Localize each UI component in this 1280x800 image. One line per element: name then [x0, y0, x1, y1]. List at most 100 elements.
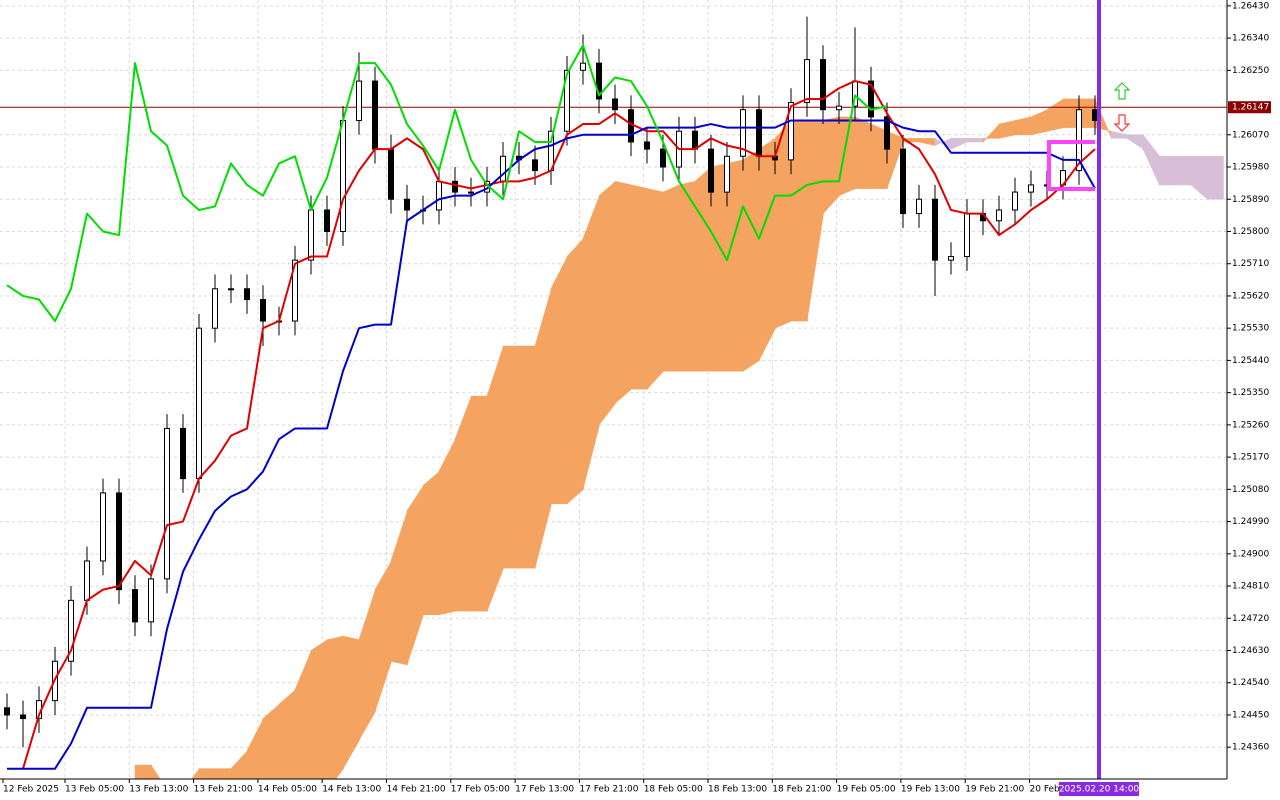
indicator-line — [6, 44, 888, 323]
x-tick-label: 14 Feb 21:00 — [387, 785, 446, 795]
candle-body — [788, 102, 794, 161]
candle-body — [532, 159, 538, 172]
y-tick-label: 1.25710 — [1232, 259, 1269, 269]
candle-body — [324, 209, 330, 232]
candle-body — [580, 62, 586, 71]
cloud-segment — [150, 764, 161, 779]
y-tick-label: 1.24900 — [1232, 549, 1269, 559]
cloud-segment — [694, 166, 712, 372]
cursor-time-box — [1059, 782, 1139, 796]
y-tick-label: 1.25890 — [1232, 195, 1269, 205]
candle-body — [660, 148, 666, 168]
candle-body — [4, 707, 10, 716]
cloud-segment — [742, 148, 760, 372]
candle-body — [244, 288, 250, 301]
candle-body — [260, 299, 266, 322]
x-tick-label: 13 Feb 21:00 — [194, 785, 253, 795]
cloud-segment — [422, 470, 440, 615]
x-tick-label: 14 Feb 13:00 — [322, 785, 381, 795]
candle-body — [388, 148, 394, 200]
cloud-segment — [390, 510, 408, 666]
cloud-segment — [566, 237, 584, 505]
x-tick-label: 13 Feb 13:00 — [129, 785, 188, 795]
cloud-segment — [966, 138, 984, 143]
y-tick-label: 1.25440 — [1232, 356, 1269, 366]
candle-body — [212, 288, 218, 329]
candle-body — [356, 80, 362, 121]
cloud-segment — [1174, 155, 1192, 186]
candle-body — [996, 209, 1002, 222]
cloud-segment — [550, 256, 568, 504]
candle-body — [1012, 191, 1018, 211]
y-tick-label: 1.25080 — [1232, 485, 1269, 495]
y-tick-label: 1.26070 — [1232, 130, 1269, 140]
candle-body — [164, 427, 170, 580]
candle-body — [20, 714, 26, 720]
cloud-segment — [294, 650, 312, 779]
cloud-segment — [214, 768, 232, 779]
cloud-segment — [1206, 155, 1224, 200]
x-tick-label: 13 Feb 05:00 — [65, 785, 124, 795]
cloud-segment — [470, 395, 488, 612]
candle-body — [228, 288, 234, 291]
cursor-time-label: 2025.02.20 14:00 — [1059, 785, 1140, 795]
cloud-segment — [191, 767, 200, 779]
y-tick-label: 1.24990 — [1232, 517, 1269, 527]
y-tick-label: 1.26340 — [1232, 34, 1269, 44]
cloud-segment — [134, 764, 152, 779]
candle-body — [100, 492, 106, 562]
candle-body — [692, 130, 698, 150]
down-arrow — [1113, 114, 1131, 132]
current-price-box — [1228, 101, 1271, 114]
candle-body — [884, 116, 890, 150]
up-arrow — [1113, 82, 1131, 100]
cloud-segment — [710, 163, 728, 372]
y-tick-label: 1.24630 — [1232, 646, 1269, 656]
bracket-indicator — [1047, 140, 1095, 191]
cloud-segment — [310, 639, 328, 779]
y-tick-label: 1.25530 — [1232, 324, 1269, 334]
candle-body — [868, 80, 874, 118]
candle-body — [836, 105, 842, 111]
x-tick-label: 17 Feb 05:00 — [451, 785, 510, 795]
overlay — [1047, 0, 1131, 779]
cloud-segment — [246, 718, 264, 779]
x-tick-label: 19 Feb 05:00 — [837, 785, 896, 795]
candle-body — [724, 155, 730, 193]
cloud-segment — [582, 195, 600, 490]
y-tick-label: 1.24720 — [1232, 614, 1269, 624]
cloud-segment — [502, 345, 520, 569]
y-tick-label: 1.26430 — [1232, 1, 1269, 11]
candle-body — [116, 492, 122, 591]
candle-body — [820, 59, 826, 111]
cloud-segment — [518, 345, 536, 569]
candle-body — [68, 599, 74, 662]
cloud-segment — [278, 689, 296, 779]
candle-body — [468, 191, 474, 194]
cloud-segment — [262, 703, 280, 779]
cloud-segment — [358, 589, 376, 742]
candle-body — [916, 198, 922, 215]
candle-body — [932, 198, 938, 261]
indicator-line — [22, 80, 1096, 769]
y-tick-label: 1.25980 — [1232, 163, 1269, 173]
cloud-segment — [870, 123, 888, 189]
cloud-segment — [198, 768, 216, 779]
cloud-segment — [854, 116, 872, 189]
y-tick-label: 1.24810 — [1232, 582, 1269, 592]
x-tick-label: 19 Feb 13:00 — [901, 785, 960, 795]
candle-body — [900, 148, 906, 215]
candle-body — [708, 148, 714, 193]
candle-body — [644, 141, 650, 150]
candle-body — [804, 59, 810, 104]
x-tick-label: 18 Feb 05:00 — [644, 785, 703, 795]
candle-body — [404, 198, 410, 211]
x-tick-label: 18 Feb 13:00 — [708, 785, 767, 795]
cloud-segment — [1126, 134, 1144, 150]
candle-body — [964, 213, 970, 258]
candle-body — [340, 119, 346, 232]
cloud-segment — [678, 180, 696, 372]
